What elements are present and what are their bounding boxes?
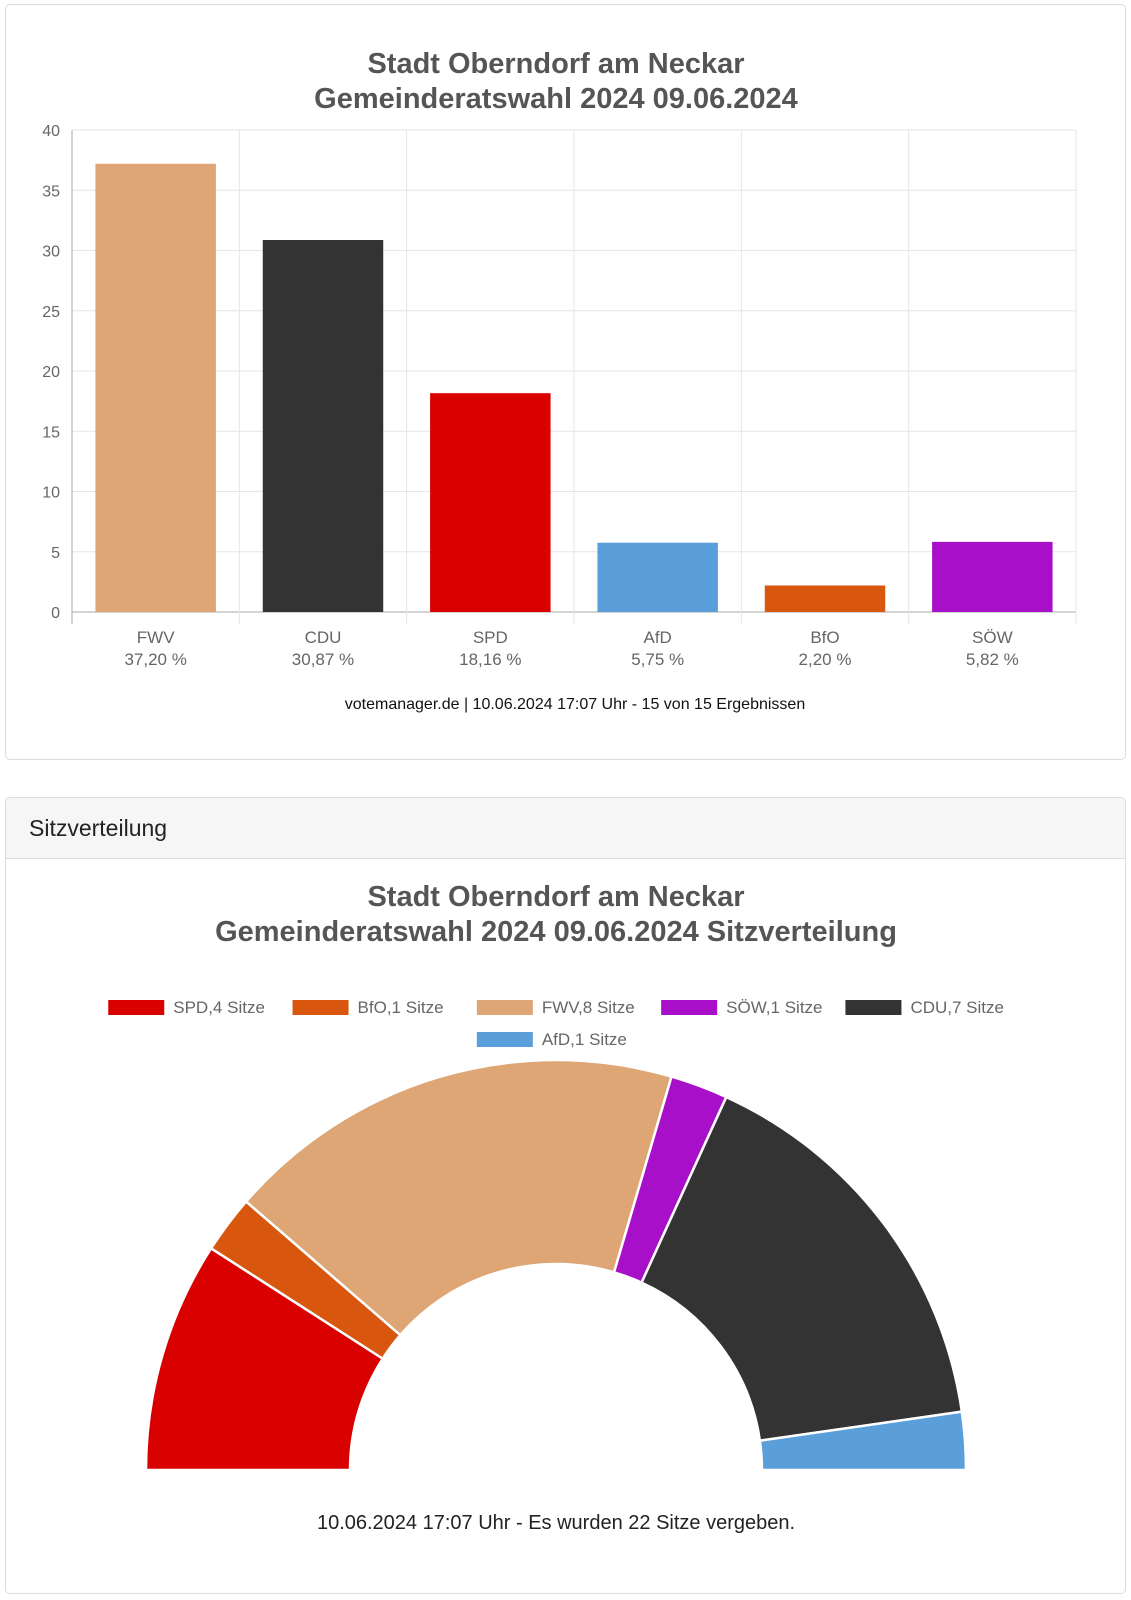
- seat-chart-title-line2: Gemeinderatswahl 2024 09.06.2024 Sitzver…: [215, 916, 897, 948]
- legend-item-fwv[interactable]: FWV,8 Sitze: [476, 998, 635, 1017]
- legend-item-bfo[interactable]: BfO,1 Sitze: [292, 998, 444, 1017]
- seat-slice-cdu[interactable]: [639, 1095, 964, 1443]
- bar-bfo[interactable]: [764, 585, 886, 612]
- x-value-label: 2,20 %: [799, 650, 852, 669]
- legend-label: BfO,1 Sitze: [358, 998, 444, 1017]
- legend-item-soew[interactable]: SÖW,1 Sitze: [661, 998, 823, 1017]
- bar-spd[interactable]: [430, 393, 551, 612]
- x-category-label: SPD: [473, 628, 508, 647]
- legend-swatch: [476, 1000, 533, 1015]
- x-category-label: CDU: [305, 628, 342, 647]
- legend-label: AfD,1 Sitze: [542, 1030, 627, 1049]
- y-tick-label: 15: [42, 424, 60, 441]
- y-tick-label: 30: [42, 244, 60, 261]
- bar-cdu[interactable]: [262, 240, 384, 613]
- legend-label: CDU,7 Sitze: [910, 998, 1004, 1017]
- x-value-label: 18,16 %: [459, 650, 521, 669]
- legend-swatch: [292, 1000, 349, 1015]
- seat-distribution-card: Sitzverteilung Stadt Oberndorf am Neckar…: [5, 797, 1126, 1594]
- legend-item-cdu[interactable]: CDU,7 Sitze: [845, 998, 1004, 1017]
- x-value-label: 5,75 %: [631, 650, 684, 669]
- y-tick-label: 35: [42, 183, 60, 200]
- seat-distribution-chart: Stadt Oberndorf am Neckar Gemeinderatswa…: [108, 881, 1004, 1534]
- bar-afd[interactable]: [597, 542, 718, 612]
- legend-label: SÖW,1 Sitze: [726, 998, 822, 1017]
- legend-swatch: [476, 1032, 533, 1047]
- x-category-label: SÖW: [972, 628, 1013, 647]
- x-value-label: 5,82 %: [966, 650, 1019, 669]
- x-value-label: 37,20 %: [124, 650, 186, 669]
- bar-soew[interactable]: [932, 541, 1053, 612]
- y-tick-label: 10: [42, 485, 60, 502]
- x-category-label: AfD: [643, 628, 671, 647]
- seat-slice-afd[interactable]: [758, 1410, 968, 1472]
- x-category-label: BfO: [810, 628, 839, 647]
- seat-chart-footer: 10.06.2024 17:07 Uhr - Es wurden 22 Sitz…: [317, 1512, 795, 1534]
- bar-chart-title-line2: Gemeinderatswahl 2024 09.06.2024: [314, 83, 798, 115]
- bar-chart-credit: votemanager.de | 10.06.2024 17:07 Uhr - …: [345, 696, 805, 713]
- x-category-label: FWV: [137, 628, 175, 647]
- bar-fwv[interactable]: [95, 163, 216, 613]
- vote-share-bar-chart: Stadt Oberndorf am Neckar Gemeinderatswa…: [42, 48, 1077, 713]
- y-tick-label: 25: [42, 304, 60, 321]
- legend-swatch: [108, 1000, 165, 1015]
- legend-item-spd[interactable]: SPD,4 Sitze: [108, 998, 265, 1017]
- legend-label: SPD,4 Sitze: [173, 998, 265, 1017]
- seat-distribution-header: Sitzverteilung: [6, 798, 1125, 859]
- seat-slice-fwv[interactable]: [244, 1058, 674, 1337]
- legend-item-afd[interactable]: AfD,1 Sitze: [476, 1030, 627, 1049]
- legend-swatch: [661, 1000, 718, 1015]
- bar-chart-title-line1: Stadt Oberndorf am Neckar: [367, 48, 744, 80]
- legend-swatch: [845, 1000, 902, 1015]
- y-tick-label: 5: [51, 545, 60, 562]
- y-tick-label: 40: [42, 123, 60, 140]
- seat-chart-title-line1: Stadt Oberndorf am Neckar: [367, 881, 744, 913]
- y-tick-label: 20: [42, 364, 60, 381]
- bar-chart-card: Stadt Oberndorf am Neckar Gemeinderatswa…: [5, 4, 1126, 760]
- y-tick-label: 0: [51, 605, 60, 622]
- legend-label: FWV,8 Sitze: [542, 998, 635, 1017]
- x-value-label: 30,87 %: [292, 650, 354, 669]
